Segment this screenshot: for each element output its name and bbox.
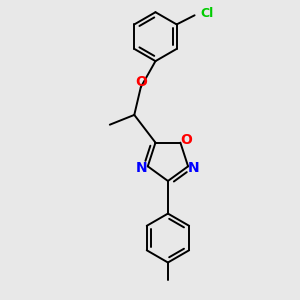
Text: Cl: Cl bbox=[200, 7, 214, 20]
Text: N: N bbox=[136, 161, 148, 175]
Text: N: N bbox=[188, 161, 200, 175]
Text: O: O bbox=[135, 75, 147, 89]
Text: O: O bbox=[180, 133, 192, 147]
